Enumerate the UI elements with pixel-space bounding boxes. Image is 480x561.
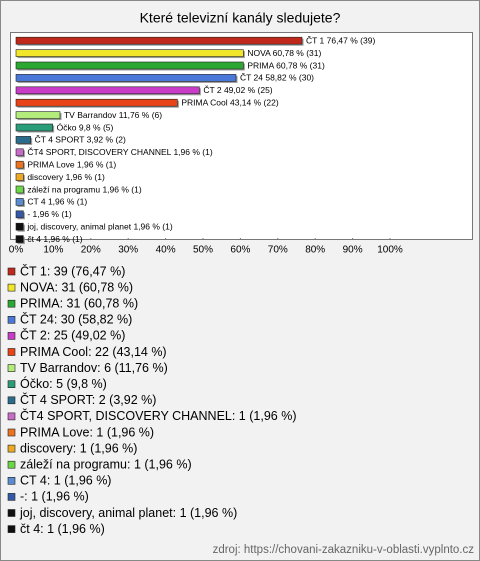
x-tick-label: 80% bbox=[305, 245, 325, 256]
legend-swatch bbox=[7, 299, 16, 308]
legend-label: ČT4 SPORT, DISCOVERY CHANNEL: 1 (1,96 %) bbox=[20, 408, 296, 423]
x-tick-label: 30% bbox=[118, 245, 138, 256]
value-label: ČT 1 76,47 % (39) bbox=[306, 35, 375, 45]
chart-title: Které televizní kanály sledujete? bbox=[140, 10, 341, 26]
legend-swatch bbox=[7, 364, 16, 372]
value-label: TV Barrandov 11,76 % (6) bbox=[64, 110, 162, 120]
value-label: ČT 24 58,82 % (30) bbox=[240, 73, 314, 83]
value-label: ČT 4 SPORT 3,92 % (2) bbox=[35, 135, 126, 145]
legend-swatch bbox=[7, 428, 16, 437]
value-label: CT 4 1,96 % (1) bbox=[27, 197, 87, 207]
legend-swatch bbox=[7, 476, 16, 485]
value-label: čt 4 1,96 % (1) bbox=[27, 234, 82, 244]
legend-swatch bbox=[7, 267, 16, 276]
value-label: PRIMA Cool 43,14 % (22) bbox=[181, 97, 278, 107]
value-label: PRIMA 60,78 % (31) bbox=[247, 60, 325, 70]
bar bbox=[15, 210, 24, 219]
bar bbox=[15, 123, 53, 132]
value-label: NOVA 60,78 % (31) bbox=[247, 48, 321, 58]
value-label: PRIMA Love 1,96 % (1) bbox=[27, 159, 116, 169]
legend-swatch bbox=[7, 509, 16, 517]
legend-swatch bbox=[7, 444, 16, 453]
legend-label: joj, discovery, animal planet: 1 (1,96 %… bbox=[19, 506, 237, 520]
bar bbox=[15, 173, 24, 181]
legend-label: PRIMA: 31 (60,78 %) bbox=[20, 296, 138, 310]
bar bbox=[15, 98, 178, 107]
legend-swatch bbox=[7, 348, 16, 356]
bar bbox=[15, 198, 24, 206]
value-label: ČT 2 49,02 % (25) bbox=[203, 85, 272, 95]
value-label: záleží na programu 1,96 % (1) bbox=[27, 184, 142, 194]
bar bbox=[15, 111, 61, 119]
source: zdroj: https://chovani-zakazniku-v-oblas… bbox=[213, 544, 475, 556]
legend-label: ČT 2: 25 (49,02 %) bbox=[20, 328, 125, 343]
bar bbox=[15, 136, 31, 144]
x-tick-label: 50% bbox=[193, 245, 213, 256]
bar bbox=[15, 36, 303, 45]
legend-swatch bbox=[7, 283, 16, 292]
x-tick-label: 20% bbox=[81, 245, 101, 256]
legend-swatch bbox=[7, 396, 16, 405]
legend-label: TV Barrandov: 6 (11,76 %) bbox=[20, 361, 168, 375]
legend-label: ČT 4 SPORT: 2 (3,92 %) bbox=[20, 392, 156, 407]
bar bbox=[15, 86, 200, 95]
bar bbox=[15, 61, 244, 70]
x-tick-label: 10% bbox=[43, 245, 63, 256]
value-label: - 1,96 % (1) bbox=[27, 209, 72, 219]
legend-label: čt 4: 1 (1,96 %) bbox=[20, 522, 105, 536]
bar bbox=[15, 222, 24, 231]
x-tick-label: 0% bbox=[9, 245, 24, 256]
legend-label: -: 1 (1,96 %) bbox=[20, 490, 89, 504]
bar bbox=[15, 74, 237, 82]
legend-swatch bbox=[7, 380, 16, 389]
legend-label: Óčko: 5 (9,8 %) bbox=[20, 376, 107, 391]
legend-swatch bbox=[7, 315, 16, 324]
value-label: Óčko 9,8 % (5) bbox=[57, 122, 114, 132]
legend-swatch bbox=[7, 332, 16, 340]
bar bbox=[15, 235, 24, 243]
legend-label: PRIMA Cool: 22 (43,14 %) bbox=[20, 345, 167, 359]
value-label: joj, discovery, animal planet 1,96 % (1) bbox=[26, 221, 173, 231]
legend-swatch bbox=[7, 412, 16, 421]
legend-label: PRIMA Love: 1 (1,96 %) bbox=[20, 425, 154, 439]
value-label: discovery 1,96 % (1) bbox=[27, 172, 105, 182]
value-label: ČT4 SPORT, DISCOVERY CHANNEL 1,96 % (1) bbox=[27, 147, 212, 157]
x-tick-label: 90% bbox=[343, 245, 363, 256]
legend-swatch bbox=[7, 525, 16, 533]
legend-swatch bbox=[7, 460, 16, 469]
legend-swatch bbox=[7, 493, 16, 501]
legend-label: záleží na programu: 1 (1,96 %) bbox=[20, 457, 192, 471]
legend-label: CT 4: 1 (1,96 %) bbox=[20, 474, 111, 488]
bar bbox=[15, 49, 244, 57]
bar bbox=[15, 160, 24, 169]
x-tick-label: 60% bbox=[230, 245, 250, 256]
legend-label: discovery: 1 (1,96 %) bbox=[20, 441, 137, 455]
legend-label: ČT 1: 39 (76,47 %) bbox=[20, 263, 125, 278]
bar bbox=[15, 185, 24, 194]
x-tick-label: 40% bbox=[156, 245, 176, 256]
x-tick-label: 100% bbox=[377, 245, 403, 256]
bar bbox=[15, 148, 24, 157]
legend-label: NOVA: 31 (60,78 %) bbox=[20, 280, 133, 294]
x-tick-label: 70% bbox=[268, 245, 288, 256]
legend-label: ČT 24: 30 (58,82 %) bbox=[20, 312, 132, 327]
